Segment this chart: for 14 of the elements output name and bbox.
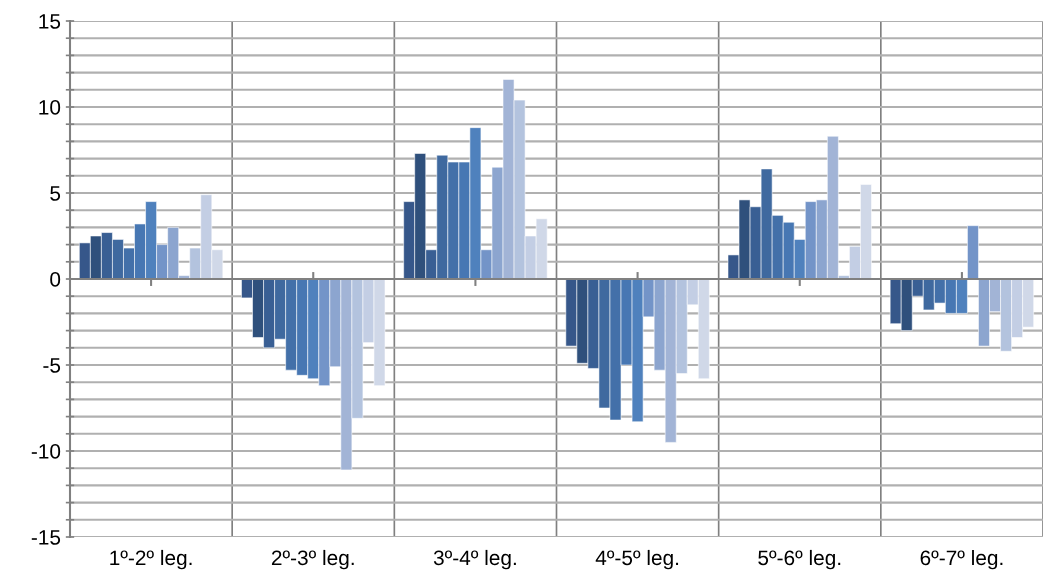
y-tick-label: -15: [31, 530, 61, 545]
y-tick-label: -10: [31, 444, 61, 459]
y-tick-label: 15: [39, 14, 61, 29]
bar: [967, 225, 979, 280]
y-tick-label: 5: [50, 186, 61, 201]
x-tick-label: 2º-3º leg.: [271, 549, 354, 570]
x-tick-label: 1º-2º leg.: [110, 549, 192, 570]
y-tick-label: -5: [43, 358, 61, 373]
y-tick-label: 0: [50, 272, 61, 287]
y-tick-label: 10: [39, 100, 61, 115]
x-tick-label: 5º-6º leg.: [758, 549, 841, 570]
x-tick-label: 3º-4º leg.: [433, 549, 516, 570]
x-tick-label: 6º-7º leg.: [920, 549, 1003, 570]
x-tick-label: 4º-5º leg.: [595, 549, 679, 570]
